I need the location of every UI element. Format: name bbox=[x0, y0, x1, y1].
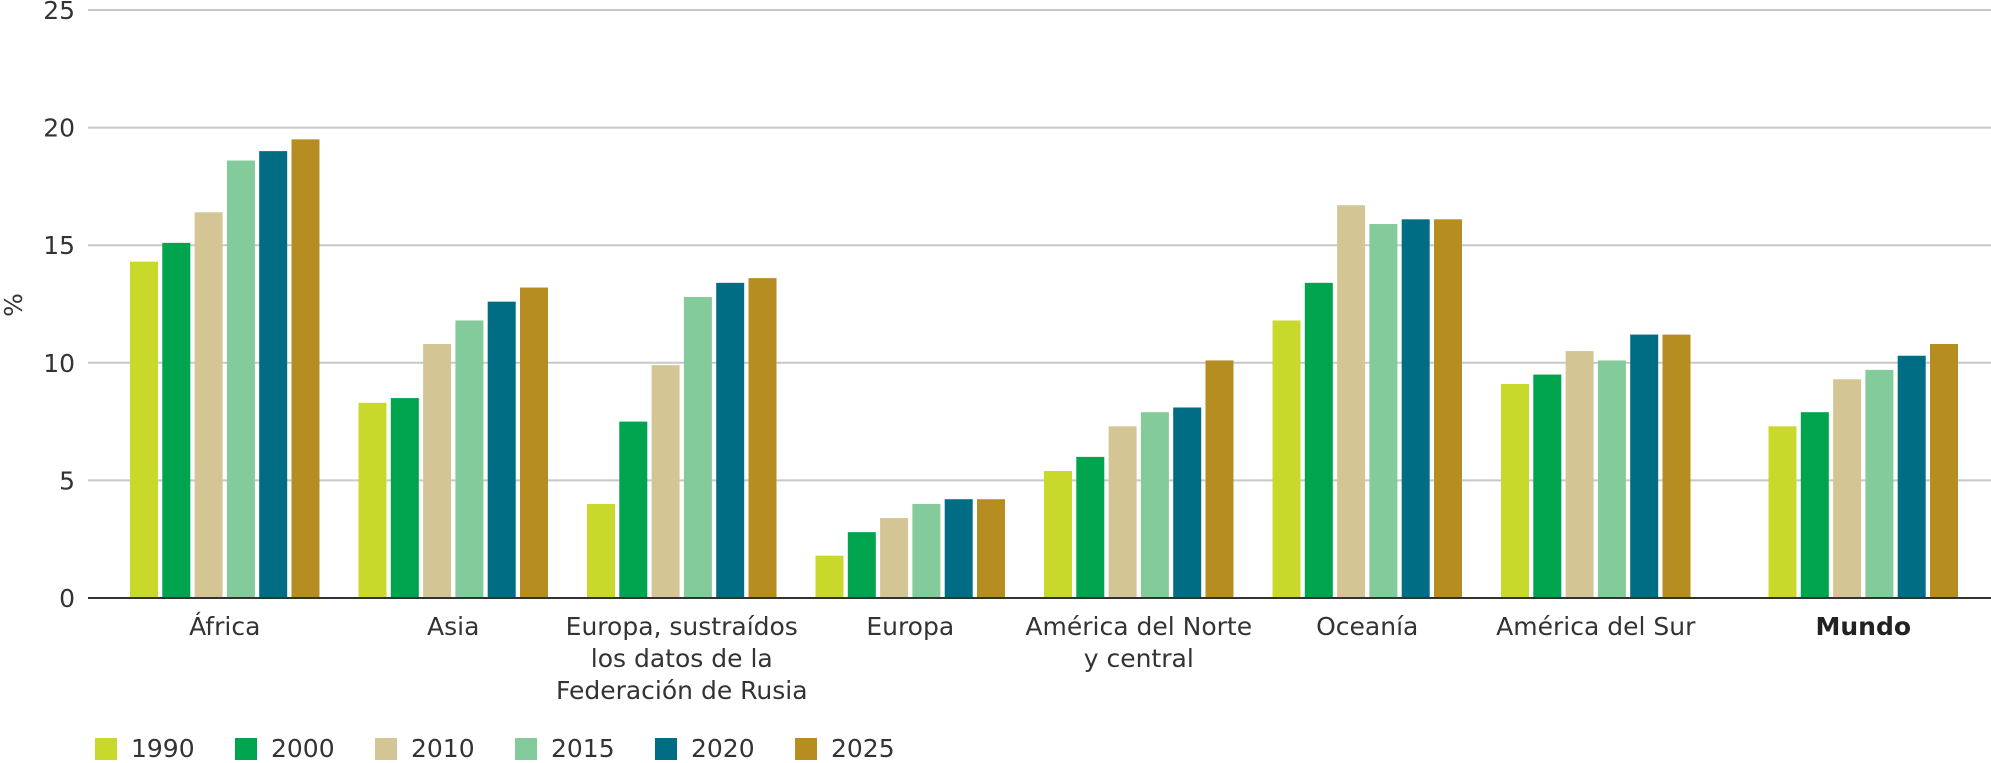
category-label: Oceanía bbox=[1316, 612, 1418, 641]
bar-2000 bbox=[619, 421, 648, 598]
legend-item-2015: 2015 bbox=[515, 734, 655, 763]
bar-2010 bbox=[651, 365, 680, 598]
category-label: América del Sur bbox=[1496, 612, 1696, 641]
bar-2010 bbox=[194, 212, 223, 598]
bar-2025 bbox=[520, 287, 548, 598]
category-label: Asia bbox=[427, 612, 479, 641]
bar-2010 bbox=[1337, 205, 1366, 598]
legend-swatch bbox=[515, 737, 537, 760]
legend-label: 2000 bbox=[271, 734, 335, 763]
legend-item-1990: 1990 bbox=[95, 734, 235, 763]
y-tick-label: 5 bbox=[59, 466, 75, 495]
bar-2010 bbox=[1833, 379, 1862, 598]
bar-1990 bbox=[358, 402, 387, 598]
bar-2025 bbox=[1662, 334, 1691, 598]
legend-label: 2020 bbox=[691, 734, 755, 763]
bar-1990 bbox=[815, 555, 844, 598]
bar-2015 bbox=[1140, 412, 1169, 598]
bar-2020 bbox=[1897, 355, 1926, 598]
bar-2010 bbox=[880, 518, 909, 598]
bar-2020 bbox=[487, 301, 516, 598]
category-labels: África Asia Europa, sustraídos los datos de… bbox=[189, 612, 1911, 705]
bar-1990 bbox=[1272, 320, 1301, 598]
legend-label: 2015 bbox=[551, 734, 615, 763]
bar-2020 bbox=[944, 499, 973, 598]
bar-2020 bbox=[1401, 219, 1430, 598]
bar-2015 bbox=[683, 296, 712, 598]
bar-2000 bbox=[847, 532, 876, 598]
category-label: Europa, sustraídos bbox=[566, 612, 798, 641]
bars bbox=[130, 139, 1958, 599]
bar-2020 bbox=[259, 151, 288, 598]
bar-chart: 0 5 10 15 20 25 % África Asia Europa, sustraído… bbox=[0, 0, 1991, 705]
bar-2020 bbox=[1173, 407, 1202, 598]
bar-2015 bbox=[455, 320, 484, 598]
legend-label: 2025 bbox=[831, 734, 895, 763]
y-axis-ticks: 0 5 10 15 20 25 bbox=[43, 0, 75, 613]
legend-item-2025: 2025 bbox=[795, 734, 935, 763]
y-tick-label: 0 bbox=[59, 584, 75, 613]
bar-1990 bbox=[1768, 426, 1797, 598]
bar-2000 bbox=[390, 398, 419, 598]
bar-2015 bbox=[1369, 224, 1398, 599]
bar-2025 bbox=[1205, 360, 1234, 598]
bar-2015 bbox=[1597, 360, 1626, 598]
y-tick-label: 15 bbox=[43, 231, 75, 260]
bar-2025 bbox=[748, 278, 777, 598]
bar-2000 bbox=[162, 242, 191, 598]
bar-1990 bbox=[1044, 470, 1072, 598]
bar-1990 bbox=[1501, 383, 1529, 598]
legend-swatch bbox=[375, 737, 397, 760]
bar-2025 bbox=[977, 499, 1005, 598]
legend-swatch bbox=[795, 737, 817, 760]
category-label: América del Norte bbox=[1025, 612, 1252, 641]
category-label: Europa bbox=[866, 612, 954, 641]
bar-2025 bbox=[1434, 219, 1462, 598]
category-label: y central bbox=[1084, 644, 1194, 673]
bar-2020 bbox=[716, 282, 745, 598]
category-label: Mundo bbox=[1815, 612, 1911, 641]
category-label: África bbox=[189, 612, 260, 641]
legend-swatch bbox=[655, 737, 677, 760]
legend-label: 2010 bbox=[411, 734, 475, 763]
bar-1990 bbox=[130, 261, 158, 598]
legend-swatch bbox=[235, 737, 257, 760]
legend-swatch bbox=[95, 737, 117, 760]
bar-2010 bbox=[423, 343, 452, 598]
legend-item-2020: 2020 bbox=[655, 734, 795, 763]
legend-item-2000: 2000 bbox=[235, 734, 375, 763]
legend-item-2010: 2010 bbox=[375, 734, 515, 763]
legend: 1990 2000 2010 2015 2020 2025 bbox=[95, 734, 935, 763]
y-tick-label: 25 bbox=[43, 0, 75, 25]
bar-2025 bbox=[291, 139, 320, 599]
category-label: los datos de la bbox=[591, 644, 773, 673]
bar-1990 bbox=[587, 503, 615, 598]
bar-2015 bbox=[226, 160, 255, 598]
bar-2000 bbox=[1800, 412, 1829, 598]
bar-2015 bbox=[1865, 369, 1894, 598]
bar-2010 bbox=[1565, 351, 1594, 598]
bar-2010 bbox=[1108, 426, 1137, 598]
bar-2000 bbox=[1533, 374, 1562, 598]
bar-2000 bbox=[1076, 456, 1105, 598]
y-axis-label: % bbox=[0, 293, 28, 317]
bar-2025 bbox=[1930, 343, 1958, 598]
category-label: Federación de Rusia bbox=[556, 676, 808, 705]
bar-2020 bbox=[1630, 334, 1659, 598]
bar-2015 bbox=[912, 503, 941, 598]
bar-2000 bbox=[1304, 282, 1333, 598]
y-tick-label: 20 bbox=[43, 114, 75, 143]
y-tick-label: 10 bbox=[43, 349, 75, 378]
legend-label: 1990 bbox=[131, 734, 195, 763]
